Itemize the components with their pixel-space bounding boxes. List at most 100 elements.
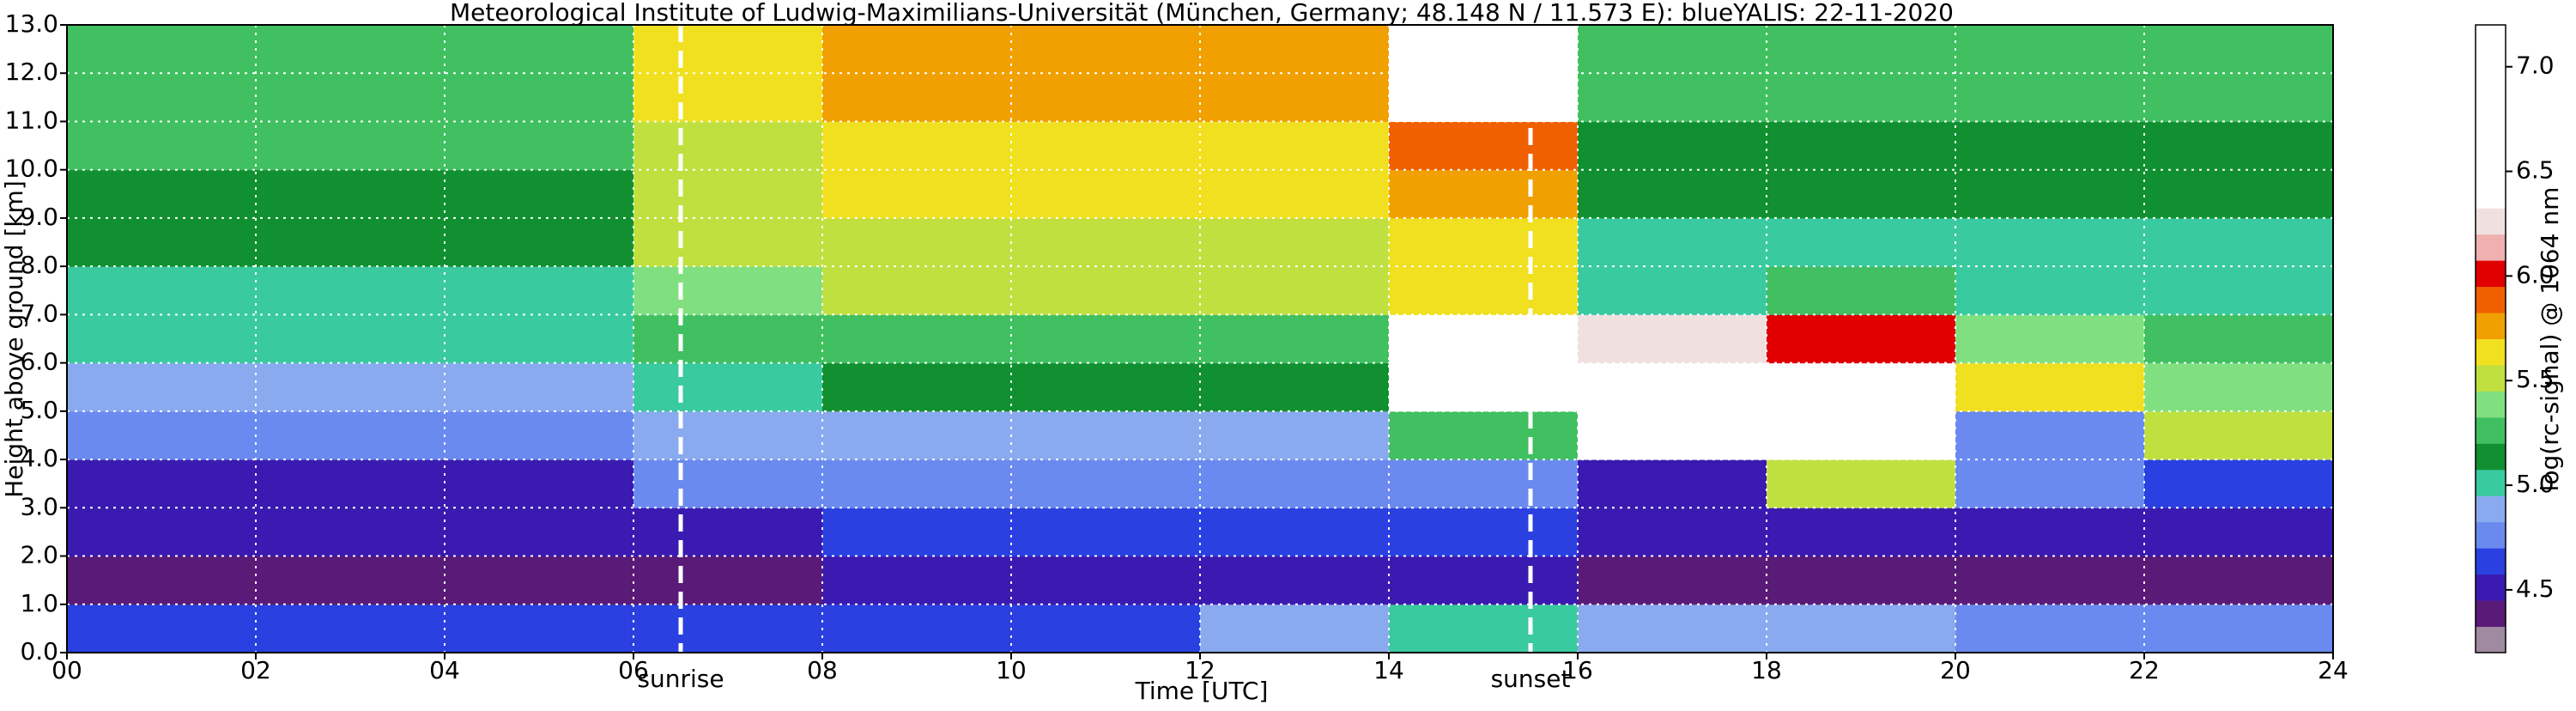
heatmap-cell — [1200, 169, 1390, 219]
heatmap-cell — [1011, 604, 1201, 653]
heatmap-cell — [822, 459, 1012, 508]
y-tick-label: 6.0 — [20, 348, 58, 376]
colorbar-tick-label: 6.5 — [2516, 156, 2555, 185]
heatmap-cell — [1767, 266, 1956, 315]
heatmap-cell — [822, 169, 1012, 219]
heatmap-cell — [445, 314, 634, 364]
plot-frame — [66, 24, 2334, 653]
x-tick-label: 04 — [429, 656, 460, 684]
colorbar-swatch — [2476, 286, 2506, 313]
heatmap-cell — [67, 410, 257, 460]
heatmap-cell — [445, 266, 634, 315]
heatmap-cell — [2144, 507, 2334, 557]
heatmap-cell — [256, 73, 445, 122]
colorbar-swatch — [2476, 521, 2506, 549]
heatmap-cell — [1767, 25, 1956, 74]
heatmap-cell — [1389, 121, 1579, 171]
x-tick-label: 06 — [618, 656, 649, 684]
heatmap-cell — [2144, 459, 2334, 508]
heatmap-cell — [67, 25, 257, 74]
colorbar-tick-label: 4.5 — [2516, 574, 2555, 603]
heatmap-cell — [1955, 314, 2145, 364]
heatmap-cell — [1011, 121, 1201, 171]
x-tick-label: 24 — [2318, 656, 2349, 684]
heatmap-cell — [1578, 556, 1767, 605]
heatmap-cell — [1011, 410, 1201, 460]
colorbar-swatch — [2476, 260, 2506, 288]
chart-title: Meteorological Institute of Ludwig-Maxim… — [450, 0, 1954, 27]
heatmap-cell — [1200, 410, 1390, 460]
heatmap-cell — [256, 169, 445, 219]
heatmap-cell — [256, 410, 445, 460]
heatmap-cell — [67, 362, 257, 412]
heatmap-cell — [822, 266, 1012, 315]
heatmap-cell — [256, 217, 445, 267]
heatmap-cell — [67, 266, 257, 315]
heatmap-cell — [1767, 73, 1956, 122]
heatmap-cell — [2144, 217, 2334, 267]
colorbar-swatch — [2476, 391, 2506, 418]
y-tick-label: 4.0 — [20, 444, 58, 472]
heatmap-cell — [445, 459, 634, 508]
heatmap-cell — [67, 121, 257, 171]
heatmap-cell — [1200, 507, 1390, 557]
heatmap-cell — [1955, 169, 2145, 219]
heatmap-cell — [256, 604, 445, 653]
colorbar-frame — [2475, 24, 2506, 653]
heatmap-cell — [822, 217, 1012, 267]
heatmap-cell — [1955, 410, 2145, 460]
heatmap-cell — [822, 314, 1012, 364]
y-tick-label: 11.0 — [5, 106, 58, 134]
colorbar-swatch — [2476, 626, 2506, 653]
colorbar-tick-label: 5.5 — [2516, 365, 2555, 393]
heatmap-cell — [633, 266, 823, 315]
annotation-label: sunrise — [637, 665, 724, 693]
heatmap-cell — [1011, 25, 1201, 74]
heatmap-cell — [1578, 362, 1767, 412]
heatmap-cell — [1955, 266, 2145, 315]
heatmap-cell — [1578, 266, 1767, 315]
heatmap-cell — [822, 410, 1012, 460]
heatmap-cell — [445, 556, 634, 605]
heatmap-cell — [1011, 217, 1201, 267]
annotation-label: sunset — [1491, 665, 1571, 693]
heatmap-cell — [1200, 556, 1390, 605]
heatmap-cell — [1011, 73, 1201, 122]
heatmap-cell — [1578, 25, 1767, 74]
heatmap-cell — [1767, 556, 1956, 605]
heatmap-cell — [1578, 459, 1767, 508]
colorbar-swatch — [2476, 208, 2506, 235]
heatmap-cell — [1011, 266, 1201, 315]
heatmap-cell — [822, 556, 1012, 605]
heatmap-cell — [822, 362, 1012, 412]
heatmap-cell — [1955, 507, 2145, 557]
colorbar-swatch — [2476, 338, 2506, 366]
heatmap-cell — [1200, 73, 1390, 122]
heatmap-cell — [1200, 314, 1390, 364]
heatmap-cell — [1011, 459, 1201, 508]
colorbar-swatch — [2476, 155, 2506, 183]
heatmap-cell — [256, 507, 445, 557]
heatmap-cell — [445, 73, 634, 122]
x-axis-label: Time [UTC] — [1135, 677, 1269, 705]
x-tick-label: 14 — [1373, 656, 1404, 684]
y-tick-label: 3.0 — [20, 492, 58, 520]
heatmap-cell — [2144, 121, 2334, 171]
heatmap-cell — [822, 121, 1012, 171]
heatmap-cell — [1200, 217, 1390, 267]
heatmap-cell — [2144, 556, 2334, 605]
heatmap-cell — [1767, 362, 1956, 412]
heatmap-cell — [445, 25, 634, 74]
heatmap-cell — [1011, 362, 1201, 412]
heatmap-cell — [1578, 121, 1767, 171]
x-tick-label: 12 — [1185, 656, 1215, 684]
heatmap-cell — [633, 410, 823, 460]
y-axis-label: Height above ground [km] — [0, 180, 28, 498]
y-tick-label: 9.0 — [20, 203, 58, 231]
heatmap-cell — [1389, 459, 1579, 508]
heatmap-cell — [2144, 169, 2334, 219]
y-tick-label: 10.0 — [5, 155, 58, 183]
heatmap-cell — [1955, 25, 2145, 74]
heatmap-cell — [1389, 73, 1579, 122]
